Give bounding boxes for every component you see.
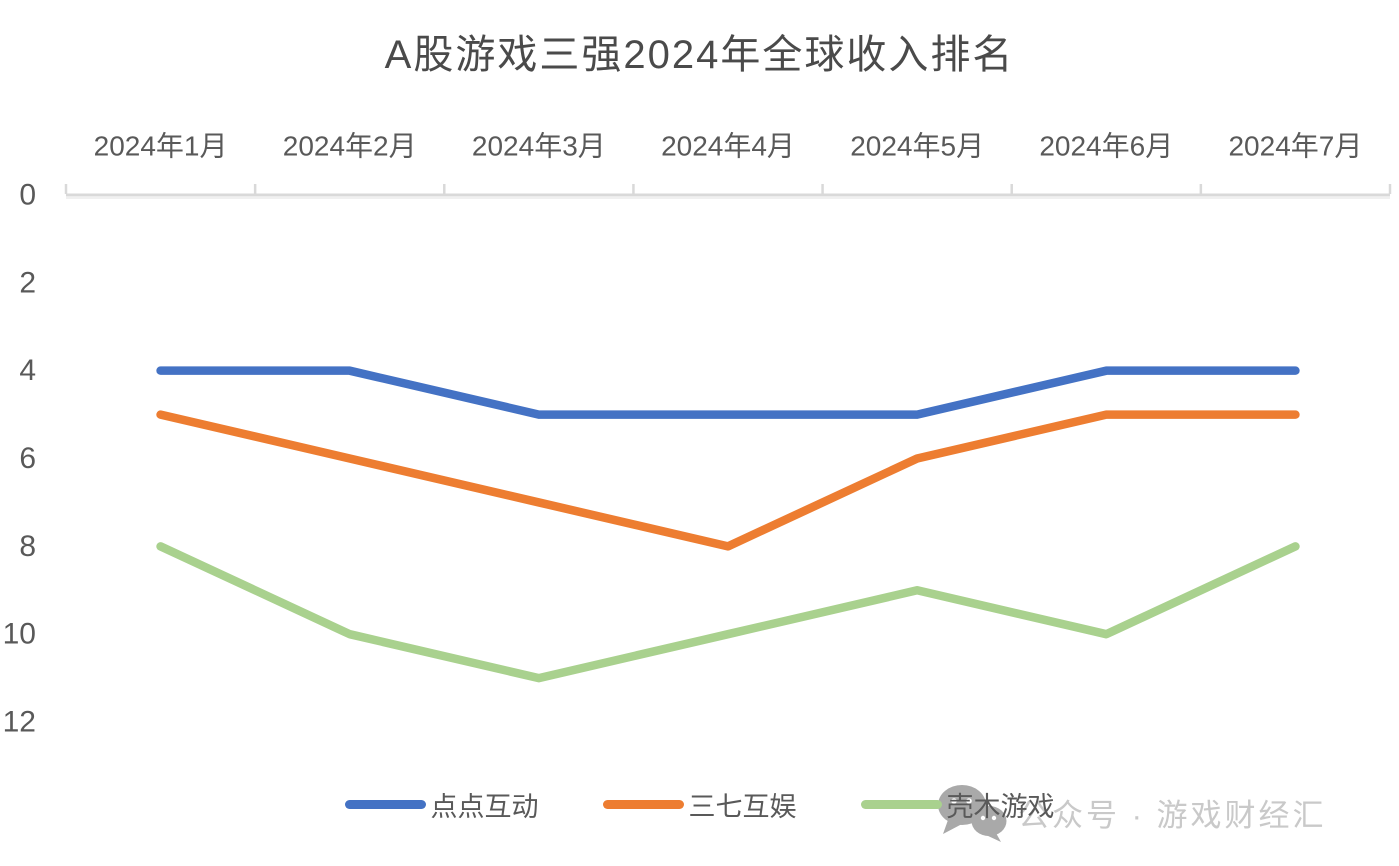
wechat-icon xyxy=(938,785,1007,842)
series-line-0 xyxy=(156,366,1300,419)
x-axis-label: 2024年1月 xyxy=(94,131,228,162)
legend-item-diandian: 点点互动 xyxy=(344,785,539,824)
legend-item-sanqi: 三七互娱 xyxy=(602,785,797,824)
legend: 点点互动 三七互娱 壳木游戏 xyxy=(0,785,1399,824)
legend-swatch-diandian xyxy=(344,800,426,809)
x-axis-label: 2024年4月 xyxy=(661,131,795,162)
x-axis-label: 2024年6月 xyxy=(1039,131,1173,162)
x-axis-label: 2024年3月 xyxy=(472,131,606,162)
y-axis-label: 4 xyxy=(19,354,36,387)
y-axis-label: 12 xyxy=(3,706,36,739)
chart-title: A股游戏三强2024年全球收入排名 xyxy=(384,33,1015,77)
watermark-text: 公众号 · 游戏财经汇 xyxy=(1018,797,1327,833)
series-line-2 xyxy=(156,542,1300,683)
x-axis-label: 2024年7月 xyxy=(1228,131,1362,162)
series-line-1 xyxy=(156,410,1300,551)
y-axis-label: 6 xyxy=(19,442,36,475)
line-chart: 2024年1月 2024年2月 2024年3月 2024年4月 2024年5月 2024年… xyxy=(3,131,1392,739)
legend-item-kemu: 壳木游戏 xyxy=(860,785,1055,824)
legend-label-sanqi: 三七互娱 xyxy=(688,792,797,822)
x-axis-label: 2024年2月 xyxy=(283,131,417,162)
y-axis-label: 10 xyxy=(3,618,36,651)
watermark: 公众号 · 游戏财经汇 xyxy=(936,782,1327,842)
legend-swatch-kemu xyxy=(860,800,942,809)
y-axis-label: 0 xyxy=(19,179,36,212)
legend-label-kemu: 壳木游戏 xyxy=(946,792,1055,822)
y-axis-label: 8 xyxy=(19,530,36,563)
legend-swatch-sanqi xyxy=(602,800,684,809)
legend-label-diandian: 点点互动 xyxy=(430,792,539,822)
x-axis-label: 2024年5月 xyxy=(850,131,984,162)
y-axis-label: 2 xyxy=(19,266,36,299)
